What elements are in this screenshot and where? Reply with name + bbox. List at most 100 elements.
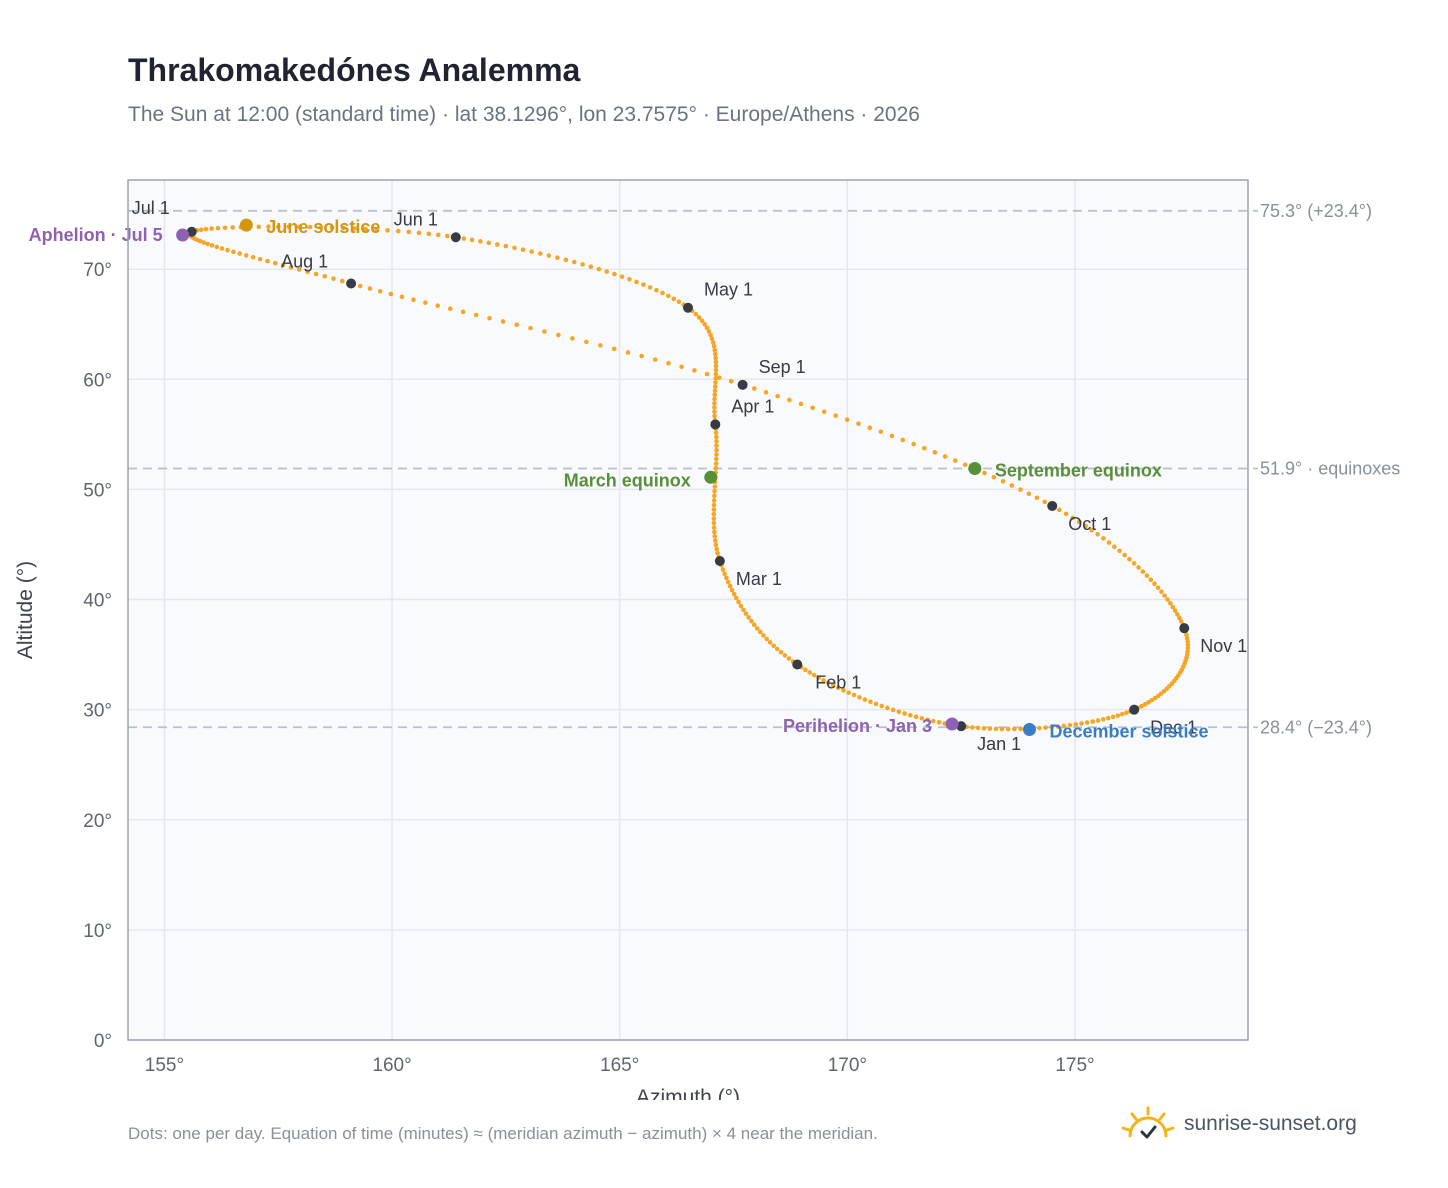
- daily-sun-dot: [724, 575, 729, 581]
- daily-sun-dot: [712, 405, 717, 410]
- daily-sun-dot: [1095, 718, 1101, 723]
- daily-sun-dot: [1018, 487, 1023, 492]
- daily-sun-dot: [231, 249, 236, 255]
- daily-sun-dot: [714, 439, 719, 444]
- daily-sun-dot: [846, 690, 851, 695]
- daily-sun-dot: [203, 226, 209, 232]
- month-marker-dot: [714, 555, 725, 566]
- chart-subtitle: The Sun at 12:00 (standard time) · lat 3…: [128, 103, 920, 126]
- daily-sun-dot: [736, 599, 741, 605]
- event-marker-label: Perihelion · Jan 3: [783, 716, 932, 736]
- daily-sun-dot: [1106, 540, 1112, 545]
- daily-sun-dot: [416, 230, 422, 236]
- month-marker-label: Aug 1: [281, 252, 328, 272]
- month-marker-label: Apr 1: [731, 396, 774, 416]
- daily-sun-dot: [1175, 612, 1180, 617]
- daily-sun-dot: [1148, 577, 1154, 583]
- daily-sun-dot: [786, 656, 792, 661]
- daily-sun-dot: [1049, 724, 1055, 730]
- daily-sun-dot: [367, 286, 373, 291]
- daily-sun-dot: [411, 297, 416, 302]
- sun-check-icon: [1121, 1106, 1175, 1139]
- daily-sun-dot: [868, 699, 873, 705]
- daily-sun-dot: [693, 311, 699, 317]
- daily-sun-dot: [713, 371, 719, 377]
- daily-sun-dot: [885, 705, 890, 711]
- daily-sun-dot: [596, 266, 602, 272]
- daily-sun-dot: [811, 672, 817, 678]
- daily-sun-dot: [774, 646, 780, 652]
- daily-sun-dot: [921, 445, 927, 451]
- daily-sun-dot: [712, 529, 717, 535]
- daily-sun-dot: [699, 318, 705, 324]
- daily-sun-dot: [1073, 722, 1079, 727]
- daily-sun-dot: [714, 546, 719, 552]
- plot-area: [128, 180, 1248, 1040]
- daily-sun-dot: [520, 247, 526, 252]
- daily-sun-dot: [710, 340, 716, 345]
- daily-sun-dot: [272, 260, 278, 266]
- daily-sun-dot: [714, 452, 719, 457]
- daily-sun-dot: [867, 425, 873, 431]
- daily-sun-dot: [1005, 726, 1011, 732]
- daily-sun-dot: [942, 454, 948, 459]
- daily-sun-dot: [720, 567, 726, 572]
- brand-name: sunrise-sunset.org: [1184, 1112, 1357, 1135]
- daily-sun-dot: [702, 321, 707, 327]
- daily-sun-dot: [205, 241, 210, 247]
- daily-sun-dot: [856, 421, 861, 426]
- daily-sun-dot: [1185, 642, 1191, 648]
- daily-sun-dot: [712, 534, 718, 539]
- daily-sun-dot: [936, 720, 942, 725]
- daily-sun-dot: [714, 434, 719, 440]
- daily-sun-dot: [712, 538, 718, 543]
- daily-sun-dot: [704, 325, 710, 331]
- daily-sun-dot: [712, 413, 717, 419]
- daily-sun-dot: [932, 450, 938, 455]
- month-marker-label: Dec 1: [1150, 718, 1197, 738]
- daily-sun-dot: [1056, 507, 1062, 513]
- daily-sun-dot: [1115, 713, 1121, 718]
- daily-sun-dot: [296, 267, 302, 272]
- daily-sun-dot: [654, 287, 659, 293]
- daily-sun-dot: [542, 329, 547, 334]
- daily-sun-dot: [257, 256, 263, 262]
- daily-sun-dot: [1112, 544, 1117, 550]
- daily-sun-dot: [711, 511, 717, 517]
- reference-line-label: 28.4° (−23.4°): [1260, 717, 1372, 737]
- daily-sun-dot: [447, 306, 453, 312]
- x-tick-label: 165°: [600, 1055, 639, 1076]
- daily-sun-dot: [1170, 604, 1176, 610]
- daily-sun-dot: [930, 718, 936, 724]
- daily-sun-dot: [215, 225, 221, 231]
- daily-sun-dot: [652, 357, 658, 362]
- daily-sun-dot: [1124, 710, 1129, 716]
- daily-sun-dot: [1000, 479, 1006, 484]
- daily-sun-dot: [307, 224, 313, 230]
- daily-sun-dot: [706, 329, 712, 334]
- plot-frame: [127, 179, 1249, 1041]
- month-marker-dot: [956, 721, 967, 732]
- daily-sun-dot: [987, 726, 993, 731]
- daily-sun-dot: [713, 461, 719, 466]
- month-marker-dot: [683, 302, 693, 313]
- daily-sun-dot: [999, 726, 1005, 732]
- daily-sun-dot: [712, 347, 718, 353]
- daily-sun-dot: [911, 441, 916, 447]
- daily-sun-dot: [713, 367, 719, 373]
- daily-sun-dot: [666, 360, 671, 366]
- daily-sun-dot: [529, 249, 534, 254]
- reference-line-label: 75.3° (+23.4°): [1260, 201, 1372, 221]
- daily-sun-dot: [729, 587, 735, 593]
- daily-sun-dot: [214, 244, 220, 250]
- daily-sun-dot: [619, 274, 625, 279]
- daily-sun-dot: [970, 725, 975, 730]
- daily-sun-dot: [1063, 511, 1069, 517]
- month-marker-label: Feb 1: [815, 673, 861, 693]
- daily-sun-dot: [388, 291, 394, 297]
- daily-sun-dot: [1127, 556, 1132, 562]
- brand-logo[interactable]: sunrise-sunset.org: [1120, 1102, 1357, 1146]
- daily-sun-dot: [1117, 548, 1122, 554]
- daily-sun-dot: [1079, 721, 1084, 726]
- daily-sun-dot: [1140, 569, 1146, 574]
